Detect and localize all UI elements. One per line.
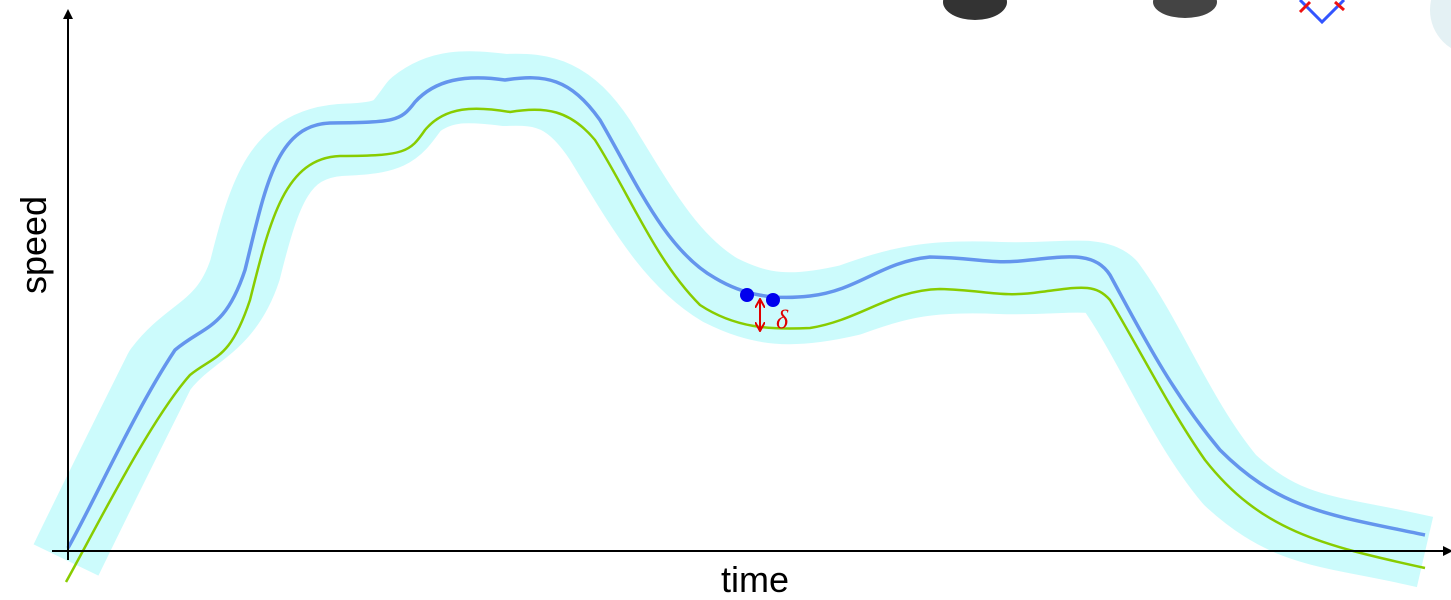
page: δ speed time (() => { const data = JSON.… <box>0 0 1451 600</box>
cropped-images <box>943 0 1451 55</box>
diagram: δ speed time <box>0 0 1451 600</box>
x-axis-label: time <box>721 559 789 600</box>
delta-label: δ <box>776 305 789 334</box>
point <box>740 288 754 302</box>
y-axis-label: speed <box>13 196 54 294</box>
